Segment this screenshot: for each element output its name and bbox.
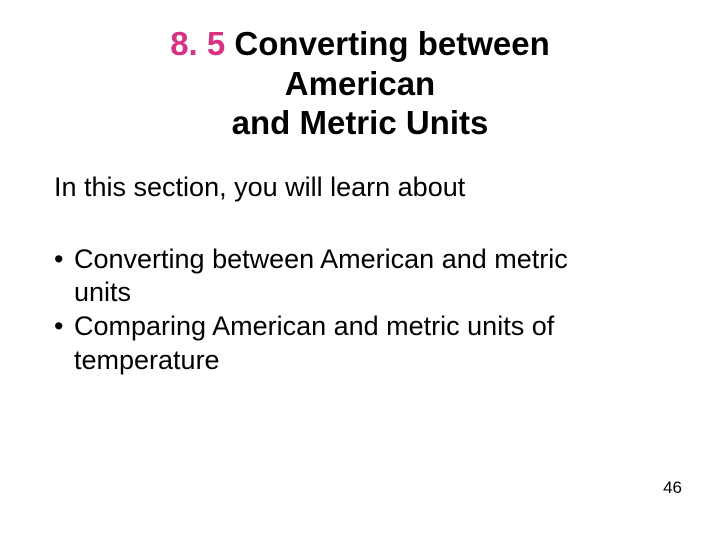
list-item: • Comparing American and metric units of [54,310,670,344]
bullet-icon: • [54,243,74,277]
slide: 8. 5 Converting between American and Met… [0,0,720,540]
intro-text: In this section, you will learn about [50,171,670,205]
title-line-2: American [285,65,435,102]
list-item-wrap: units [54,276,670,310]
bullet-icon: • [54,310,74,344]
bullet-text-line: Comparing American and metric units of [74,310,670,344]
bullet-list: • Converting between American and metric… [50,243,670,378]
list-item-wrap: temperature [54,344,670,378]
title-line-1: Converting between [225,25,550,62]
list-item: • Converting between American and metric [54,243,670,277]
bullet-text-line: Converting between American and metric [74,243,670,277]
bullet-text-line: temperature [74,344,670,378]
slide-title: 8. 5 Converting between American and Met… [50,24,670,143]
page-number: 46 [663,478,682,498]
title-line-3: and Metric Units [232,104,489,141]
bullet-text-line: units [74,276,670,310]
section-number: 8. 5 [170,25,225,62]
